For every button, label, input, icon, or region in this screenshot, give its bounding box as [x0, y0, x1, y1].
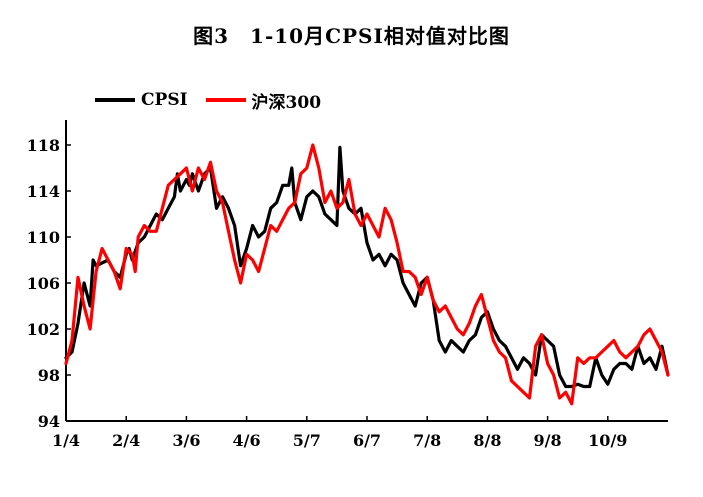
y-tick-label: 94	[38, 412, 60, 431]
legend-swatch-cpsi	[95, 98, 135, 102]
series-layer	[64, 143, 670, 406]
y-tick-label: 110	[27, 228, 60, 247]
legend-label-cpsi: CPSI	[141, 90, 188, 110]
x-tick-label: 4/6	[233, 431, 261, 450]
series-line-hs300	[64, 143, 670, 406]
series-line-cpsi	[64, 145, 670, 389]
x-tick-label: 3/6	[172, 431, 200, 450]
y-tick-label: 102	[27, 320, 60, 339]
x-tick-label: 7/8	[413, 431, 441, 450]
x-tick-label: 9/8	[534, 431, 562, 450]
legend-item-cpsi: CPSI	[95, 90, 188, 110]
chart-title: 图3 1-10月CPSI相对值对比图	[193, 24, 510, 48]
axes: 94 98 102 106 110 114 118 1/4 2/4 3/6 4/6 5/7 6/7 7/8…	[27, 120, 668, 450]
y-tick-label: 98	[38, 366, 60, 385]
x-tick-label: 5/7	[293, 431, 321, 450]
x-tick-label: 10/9	[588, 431, 627, 450]
y-tick-label: 118	[27, 136, 60, 155]
x-tick-label: 1/4	[52, 431, 80, 450]
legend-item-hs300: 沪深300	[205, 88, 322, 113]
y-tick-label: 106	[27, 274, 60, 293]
y-tick-label: 114	[27, 182, 60, 201]
x-tick-label: 6/7	[353, 431, 381, 450]
legend: CPSI 沪深300	[95, 88, 339, 113]
x-tick-label: 8/8	[473, 431, 501, 450]
legend-label-hs300: 沪深300	[251, 92, 322, 113]
legend-swatch-hs300	[205, 98, 246, 102]
x-tick-label: 2/4	[112, 431, 140, 450]
